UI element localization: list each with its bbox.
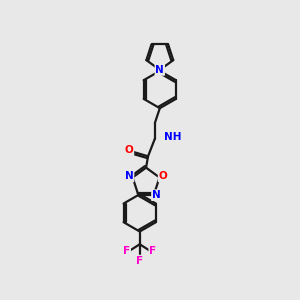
Text: N: N xyxy=(152,190,161,200)
Text: NH: NH xyxy=(164,132,181,142)
Text: O: O xyxy=(159,172,167,182)
Text: O: O xyxy=(124,146,134,155)
Text: F: F xyxy=(136,256,143,266)
Text: F: F xyxy=(123,246,130,256)
Text: F: F xyxy=(149,246,156,256)
Text: N: N xyxy=(155,65,164,75)
Text: N: N xyxy=(125,172,134,182)
